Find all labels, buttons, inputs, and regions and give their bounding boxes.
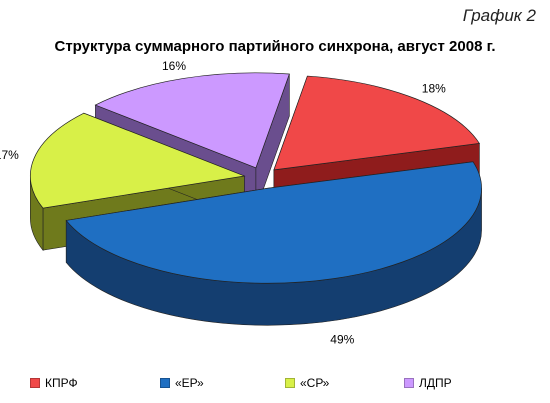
legend-item-er: «ЕР» — [160, 376, 204, 390]
pie-slice-sr — [29, 112, 246, 209]
legend-item-sr: «СР» — [285, 376, 329, 390]
legend-swatch-kprf — [30, 378, 40, 388]
data-label-sr: 17% — [0, 148, 19, 162]
legend-swatch-ldpr — [404, 378, 414, 388]
chart-title: Структура суммарного партийного синхрона… — [54, 38, 496, 55]
data-label-ldpr: 16% — [162, 59, 186, 73]
legend-label-kprf: КПРФ — [45, 376, 78, 390]
legend-label-ldpr: ЛДПР — [419, 376, 452, 390]
legend: КПРФ «ЕР» «СР» ЛДПР — [0, 376, 550, 396]
legend-label-sr: «СР» — [300, 376, 330, 390]
pie-slice-ldpr — [94, 72, 290, 169]
data-label-er: 49% — [330, 333, 354, 347]
data-label-kprf: 18% — [422, 82, 446, 96]
legend-swatch-er — [160, 378, 170, 388]
legend-item-kprf: КПРФ — [30, 376, 78, 390]
pie-slice-kprf — [273, 75, 481, 171]
legend-label-er: «ЕР» — [175, 376, 204, 390]
legend-swatch-sr — [285, 378, 295, 388]
pie-slice-er — [65, 161, 482, 284]
figure-label: График 2 — [462, 6, 536, 25]
legend-item-ldpr: ЛДПР — [404, 376, 452, 390]
